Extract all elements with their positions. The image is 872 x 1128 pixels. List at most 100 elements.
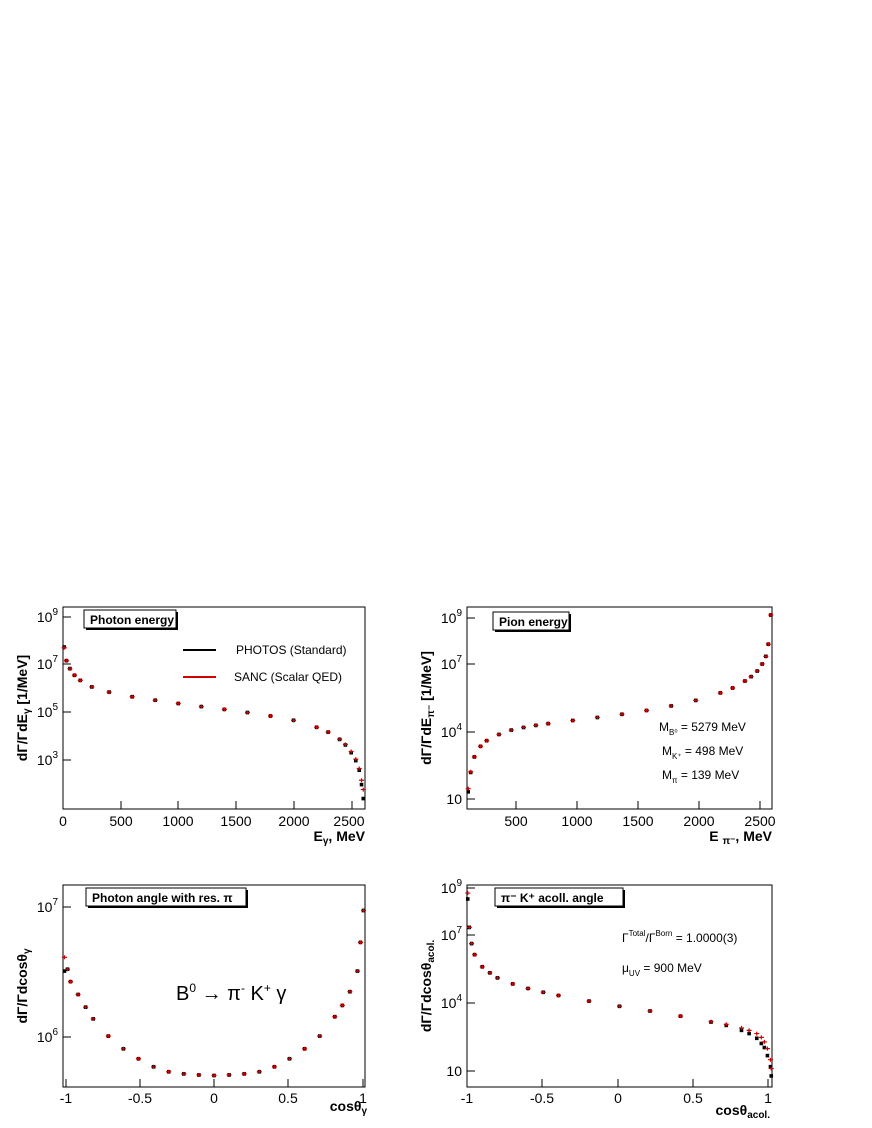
photon-energy-x-ticks: 0 500 1000 1500 2000 2500 xyxy=(59,801,365,829)
data-point-sanc xyxy=(302,1046,308,1051)
data-point-sanc xyxy=(267,714,273,719)
data-point-sanc xyxy=(339,1003,345,1008)
x-tick-label: 500 xyxy=(109,813,133,829)
data-point-sanc xyxy=(644,708,650,713)
data-point-sanc xyxy=(348,749,354,754)
data-point-sanc xyxy=(742,679,748,684)
plot-frame xyxy=(62,606,366,810)
data-point-sanc xyxy=(152,698,158,703)
data-point-sanc xyxy=(89,684,95,689)
data-point-sanc xyxy=(469,941,475,946)
data-point-photos xyxy=(762,1045,767,1050)
data-point-sanc xyxy=(746,1028,752,1033)
y-tick-label: 10 xyxy=(446,791,462,807)
data-point-sanc xyxy=(61,645,67,650)
data-point-sanc xyxy=(105,1034,111,1039)
data-point-sanc xyxy=(708,1019,714,1024)
photon-energy-data-points xyxy=(61,645,366,801)
x-tick-label: -1 xyxy=(60,1090,73,1106)
data-point-sanc xyxy=(77,678,83,683)
acoll-data-points xyxy=(465,891,774,1078)
data-point-sanc xyxy=(693,698,699,703)
photon-energy-y-ticks: 109 107 105 103 xyxy=(37,607,71,768)
photon-angle-x-ticks: -1 -0.5 0 0.5 1 xyxy=(60,1079,367,1106)
x-tick-label: 0 xyxy=(59,813,67,829)
y-axis-label: dΓ/ΓdEγ [1/MeV] xyxy=(14,655,33,761)
data-point-sanc xyxy=(525,986,531,991)
data-point-sanc xyxy=(678,1014,683,1019)
legend-label-sanc: SANC (Scalar QED) xyxy=(234,670,342,684)
y-tick-label: 109 xyxy=(37,607,59,625)
pion-energy-x-ticks: 500 1000 1500 2000 2500 xyxy=(504,801,776,829)
data-point-sanc xyxy=(332,1014,338,1019)
data-point-sanc xyxy=(759,662,765,667)
data-point-sanc xyxy=(65,967,71,972)
data-point-sanc xyxy=(556,993,561,998)
data-point-photos xyxy=(739,1028,744,1033)
x-tick-label: 1000 xyxy=(561,813,592,829)
y-tick-label: 107 xyxy=(37,897,59,915)
data-point-sanc xyxy=(471,754,477,759)
data-point-sanc xyxy=(540,990,546,995)
legend-label-photos: PHOTOS (Standard) xyxy=(236,643,346,657)
x-tick-label: 0 xyxy=(614,1090,622,1106)
data-point-sanc xyxy=(764,1046,770,1051)
x-axis-label: cosθγ xyxy=(330,1098,368,1117)
data-point-sanc xyxy=(354,969,360,974)
x-tick-label: -0.5 xyxy=(530,1090,554,1106)
data-point-sanc xyxy=(508,728,514,733)
data-point-sanc xyxy=(271,1064,277,1069)
data-point-sanc xyxy=(465,786,471,791)
data-point-sanc xyxy=(521,725,527,730)
data-point-sanc xyxy=(359,778,365,783)
x-tick-label: 0.5 xyxy=(683,1090,703,1106)
data-point-sanc xyxy=(151,1064,157,1069)
x-tick-label: 2000 xyxy=(683,813,714,829)
y-tick-label: 109 xyxy=(441,878,463,896)
data-point-sanc xyxy=(221,707,227,712)
data-point-sanc xyxy=(120,1046,126,1051)
data-point-sanc xyxy=(356,766,362,771)
y-tick-label: 103 xyxy=(37,750,59,768)
y-tick-label: 105 xyxy=(37,702,59,720)
data-point-sanc xyxy=(739,1025,744,1030)
acoll-title-box: π⁻ K⁺ acoll. angle xyxy=(494,887,625,908)
x-axis-label: cosθacol. xyxy=(716,1102,771,1121)
x-tick-label: 1000 xyxy=(162,813,193,829)
chart-title: Photon energy xyxy=(90,613,174,627)
data-point-sanc xyxy=(226,1072,232,1077)
y-tick-label: 109 xyxy=(441,608,463,626)
data-point-sanc xyxy=(754,669,760,674)
data-point-sanc xyxy=(314,725,320,730)
y-tick-label: 107 xyxy=(441,925,463,943)
data-point-sanc xyxy=(479,964,485,969)
y-tick-label: 104 xyxy=(441,722,463,740)
data-point-sanc xyxy=(484,738,490,743)
title-box xyxy=(492,611,570,631)
title-box xyxy=(494,887,624,907)
y-axis-label: dΓ/Γdcosθγ xyxy=(14,948,33,1024)
y-axis-label: dΓ/ΓdEπ⁻ [1/MeV] xyxy=(418,651,437,765)
data-point-sanc xyxy=(668,703,674,708)
photon-angle-title-box: Photon angle with res. π xyxy=(85,887,248,908)
data-point-sanc xyxy=(83,1005,89,1010)
x-tick-label: 1 xyxy=(359,1090,367,1106)
mass-annotations: MB⁰ = 5279 MeV MK⁺ = 498 MeV Mπ = 139 Me… xyxy=(659,720,746,785)
x-tick-label: 1 xyxy=(764,1090,772,1106)
data-point-sanc xyxy=(487,970,493,975)
chart-title: Photon angle with res. π xyxy=(92,891,233,905)
annotation-mass-kplus: MK⁺ = 498 MeV xyxy=(662,744,743,761)
photon-angle-data-points xyxy=(62,908,366,1078)
annotation-mass-pi: Mπ = 139 MeV xyxy=(662,768,739,785)
data-point-sanc xyxy=(136,1056,141,1061)
data-point-sanc xyxy=(761,1039,767,1044)
data-point-photos xyxy=(465,897,470,901)
plot-frame xyxy=(466,884,773,1088)
data-point-sanc xyxy=(495,975,500,980)
data-point-sanc xyxy=(478,744,484,749)
x-tick-label: -0.5 xyxy=(128,1090,152,1106)
data-point-sanc xyxy=(767,1057,773,1062)
x-tick-label: 2500 xyxy=(333,813,364,829)
data-point-sanc xyxy=(129,694,135,699)
data-point-sanc xyxy=(754,1031,760,1036)
